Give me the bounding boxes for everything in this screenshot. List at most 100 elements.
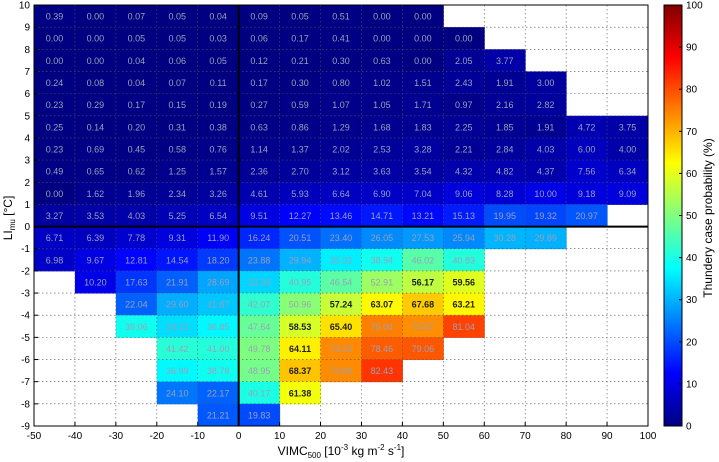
heatmap-cell: [115, 248, 158, 272]
cell-value-label: 0.04: [128, 78, 146, 88]
heatmap-cell: [34, 248, 76, 272]
cell-value-label: 14.71: [371, 211, 394, 221]
cell-value-label: 2.16: [496, 100, 514, 110]
heatmap-cell: [34, 182, 76, 205]
heatmap-cell: [279, 27, 322, 50]
cell-value-label: 3.00: [537, 78, 555, 88]
cell-value-label: 23.40: [330, 233, 353, 243]
heatmap-cell: [34, 5, 76, 28]
heatmap-cell: [443, 204, 485, 228]
heatmap-cell: [74, 226, 117, 250]
cell-value-label: 0.20: [128, 122, 146, 132]
cell-value-label: 4.03: [537, 145, 555, 155]
heatmap-cell: [238, 137, 281, 161]
cell-value-label: 7.78: [128, 233, 146, 243]
heatmap-cell: [197, 182, 240, 205]
heatmap-cell: [402, 115, 444, 139]
heatmap-cell: [115, 71, 158, 95]
heatmap-cell: [156, 27, 199, 50]
heatmap-cell: [443, 49, 485, 72]
heatmap-cell: [402, 5, 444, 28]
cell-value-label: 52.91: [371, 277, 394, 287]
cell-value-label: 40.17: [248, 388, 271, 398]
heatmap-cell: [402, 49, 444, 72]
heatmap-cell: [443, 248, 485, 272]
cell-value-label: 0.09: [250, 12, 268, 22]
x-tick-label: 30: [356, 431, 368, 442]
heatmap-cell: [320, 160, 362, 183]
cell-value-label: 0.62: [128, 167, 146, 177]
cell-value-label: 0.00: [455, 34, 473, 44]
cell-value-label: 22.04: [125, 300, 148, 310]
heatmap-cell: [402, 226, 444, 250]
heatmap-cell: [197, 160, 240, 183]
heatmap-cell: [197, 337, 240, 361]
heatmap-cell: [238, 359, 281, 383]
heatmap-cell: [238, 270, 281, 294]
x-tick-label: -40: [68, 431, 83, 442]
cell-value-label: 42.07: [248, 300, 271, 310]
heatmap-cell: [34, 27, 76, 50]
heatmap-cell: [361, 182, 403, 205]
heatmap-cells: [34, 5, 649, 427]
heatmap-cell: [320, 71, 362, 95]
heatmap-cell: [156, 315, 199, 338]
cell-value-label: 0.29: [87, 100, 105, 110]
heatmap-cell: [525, 137, 567, 161]
heatmap-cell: [238, 337, 281, 361]
cell-value-label: 68.37: [289, 366, 312, 376]
heatmap-cell: [361, 248, 403, 272]
heatmap-cell: [320, 293, 362, 316]
cell-value-label: 0.00: [46, 34, 64, 44]
y-tick-label: 3: [24, 156, 30, 167]
cell-value-label: 0.04: [209, 12, 227, 22]
cell-value-label: 12.81: [125, 255, 148, 265]
heatmap-cell: [402, 182, 444, 205]
cell-value-label: 1.57: [209, 167, 227, 177]
heatmap-cell: [443, 182, 485, 205]
cell-value-label: 0.59: [291, 100, 309, 110]
heatmap-cell: [402, 93, 444, 117]
cell-value-label: 0.80: [332, 78, 350, 88]
cell-value-label: 47.64: [248, 322, 271, 332]
heatmap-cell: [74, 160, 117, 183]
cell-value-label: 0.00: [46, 189, 64, 199]
heatmap-cell: [197, 71, 240, 95]
y-tick-label: -5: [21, 333, 30, 344]
cell-value-label: 0.11: [210, 78, 227, 88]
heatmap-cell: [320, 337, 362, 361]
heatmap-cell: [402, 293, 444, 316]
heatmap-cell: [115, 49, 158, 72]
heatmap-cell: [484, 182, 526, 205]
heatmap-cell: [361, 160, 403, 183]
cell-value-label: 0.00: [373, 12, 391, 22]
cell-value-label: 12.27: [289, 211, 312, 221]
cell-value-label: 2.82: [537, 100, 555, 110]
cell-value-label: 1.37: [291, 145, 309, 155]
heatmap-cell: [197, 137, 240, 161]
cell-value-label: 0.31: [169, 122, 187, 132]
cell-value-label: 2.34: [169, 189, 187, 199]
cell-value-label: 0.30: [332, 56, 350, 66]
x-tick-label: -30: [109, 431, 124, 442]
heatmap-cell: [279, 359, 322, 383]
heatmap-cell: [402, 204, 444, 228]
y-tick-label: -2: [21, 266, 30, 277]
colorbar-tick-label: 70: [686, 127, 698, 138]
cell-value-label: 41.42: [166, 344, 189, 354]
cell-value-label: 75.04: [371, 322, 394, 332]
heatmap-cell: [361, 315, 403, 338]
heatmap-cell: [156, 381, 199, 405]
cell-value-label: 1.71: [414, 100, 432, 110]
cell-value-label: 18.20: [207, 255, 230, 265]
cell-value-label: 0.03: [209, 34, 227, 44]
y-tick-label: 9: [24, 23, 30, 34]
heatmap-cell: [443, 27, 485, 50]
heatmap-cell: [238, 115, 281, 139]
heatmap-cell: [279, 49, 322, 72]
cell-value-label: 0.00: [414, 34, 432, 44]
cell-value-label: 1.25: [169, 167, 187, 177]
cell-value-label: 0.00: [373, 34, 391, 44]
heatmap-cell: [115, 160, 158, 183]
colorbar-tick-label: 60: [686, 169, 698, 180]
